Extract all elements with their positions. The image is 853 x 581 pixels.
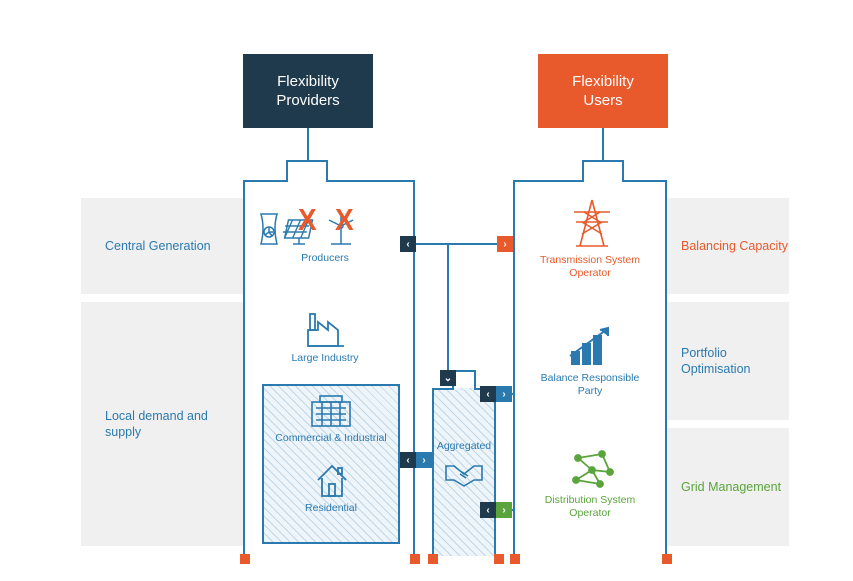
bar-chart-arrow-icon [568,326,616,368]
chevron-dso-right: › [496,502,512,518]
chevron-brp-left: ‹ [480,386,496,402]
col-users-join [584,180,622,182]
tso-label: Transmission System Operator [530,254,650,279]
building-icon [306,394,356,430]
factory-icon [300,310,360,350]
dso-icon [568,448,616,490]
network-icon [568,448,616,490]
dso-label: Distribution System Operator [530,494,650,519]
house-icon [312,462,352,500]
cross-wind: X [335,202,354,237]
chevron-agg-down: ⌄ [440,370,456,386]
commercial-label: Commercial & Industrial [264,432,398,445]
tso-icon [570,198,614,250]
large-industry-icon [300,310,360,350]
aggregated-icon [442,456,486,492]
nuclear-plant-icon [255,208,395,248]
connector-mid-vertical [447,243,449,370]
label-portfolio: Portfolio Optimisation [681,345,789,378]
chevron-hatch-right: › [416,452,432,468]
header-providers-text: Flexibility Providers [276,72,339,111]
end-sq-3 [428,554,438,564]
connector-header-users [602,128,604,160]
side-label-balancing: Balancing Capacity [667,198,789,294]
brp-icon [568,326,616,368]
handshake-icon [442,456,486,492]
col-providers-join [288,180,326,182]
col-users-neck [582,160,624,182]
end-sq-5 [510,554,520,564]
col-providers-neck [286,160,328,182]
end-sq-6 [662,554,672,564]
header-providers: Flexibility Providers [243,54,373,128]
chevron-brp-right: › [496,386,512,402]
header-users-text: Flexibility Users [572,72,634,111]
col-aggregated-join [454,388,474,390]
connector-header-providers [307,128,309,160]
label-grid: Grid Management [681,479,781,495]
header-users: Flexibility Users [538,54,668,128]
residential-label: Residential [264,502,398,515]
pylon-icon [570,198,614,250]
chevron-hatch-left: ‹ [400,452,416,468]
chevron-producers-out: ‹ [400,236,416,252]
end-sq-2 [410,554,420,564]
end-sq-1 [240,554,250,564]
chevron-dso-left: ‹ [480,502,496,518]
residential-icon [312,462,352,500]
large-industry-label: Large Industry [255,352,395,365]
side-label-local-demand: Local demand and supply [81,302,243,546]
label-local-demand: Local demand and supply [105,408,225,441]
end-sq-4 [494,554,504,564]
label-balancing: Balancing Capacity [681,238,788,254]
commercial-icon [306,394,356,430]
producers-label: Producers [255,252,395,265]
aggregated-label: Aggregated [432,440,496,453]
side-label-portfolio: Portfolio Optimisation [667,302,789,420]
side-label-central-generation: Central Generation [81,198,243,294]
producers-icons [255,208,395,248]
cross-solar: X [298,202,317,237]
side-label-grid: Grid Management [667,428,789,546]
brp-label: Balance Responsible Party [530,372,650,397]
label-central-generation: Central Generation [105,238,211,254]
chevron-tso-in: › [497,236,513,252]
